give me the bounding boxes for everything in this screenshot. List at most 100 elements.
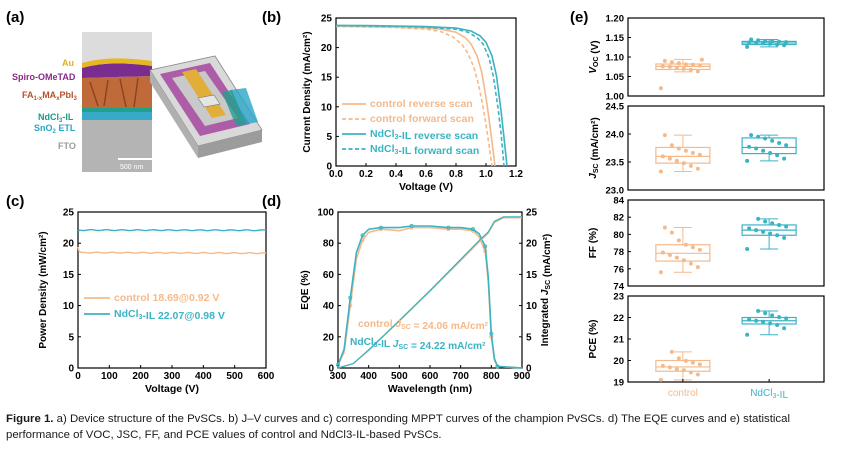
x-tick-label: 900 (514, 371, 531, 382)
x-tick-label: 0.4 (389, 169, 403, 180)
box-point (690, 151, 695, 156)
category-label: control (668, 388, 698, 399)
x-tick-label: 300 (330, 371, 347, 382)
y-right-tick-label: 15 (526, 270, 538, 281)
y-tick-label: 1.00 (606, 92, 625, 103)
panel-label-a: (a) (6, 9, 24, 26)
box-point (754, 228, 759, 233)
x-tick-label: 400 (360, 371, 377, 382)
caption-figure-number: Figure 1. (6, 413, 54, 425)
y-tick-label: 25 (63, 208, 75, 219)
box-point (754, 318, 759, 323)
panel-label-c: (c) (6, 193, 24, 210)
statistics-chart: 1.00 1.05 1.10 1.15 1.20 VOC (V) 23.0 23.5 24.0 2… (588, 14, 825, 401)
y-tick-label: 0 (68, 364, 74, 375)
x-tick-label: 1.0 (479, 169, 493, 180)
eqe-point (470, 227, 475, 232)
box-point (756, 216, 761, 221)
box-point (681, 161, 686, 166)
plot-frame (335, 17, 517, 167)
layer-labels: Au Spiro-OMeTAD FA1-xMAxPbI3 NdCl3-IL Sn… (12, 58, 78, 151)
box-point (658, 270, 663, 275)
box-point (662, 58, 667, 63)
box-point (747, 144, 752, 149)
box-point (697, 362, 702, 367)
box-point (699, 57, 704, 62)
x-tick-label: 1.2 (509, 169, 523, 180)
y-tick-label: 23.5 (606, 158, 625, 169)
y-tick-label: 24.5 (606, 102, 625, 113)
box-point (761, 319, 766, 324)
y-axis-label: Power Density (mW/cm²) (38, 231, 49, 348)
y-tick-label: 5 (326, 132, 332, 143)
x-tick-label: 0.6 (419, 169, 433, 180)
box-point (782, 43, 787, 48)
layer-fto (82, 120, 152, 172)
y-axis-label: EQE (%) (300, 270, 311, 309)
eqe-point (378, 225, 383, 230)
y-tick-label: 20 (63, 239, 75, 250)
box-point (662, 225, 667, 230)
y-tick-label: 25 (321, 14, 333, 25)
box-point (782, 326, 787, 331)
y-tick-label: 40 (323, 301, 335, 312)
box-point (695, 166, 700, 171)
layer-ndcl3 (82, 108, 152, 112)
y-tick-label: 10 (321, 102, 333, 113)
box-point (784, 316, 789, 321)
box-point (756, 134, 761, 139)
layer-label-au: Au (62, 58, 74, 68)
y-right-tick-label: 0 (526, 364, 532, 375)
box-point (763, 136, 768, 141)
box-point (658, 377, 663, 382)
layer-label-ndcl3: NdCl3-IL (38, 112, 74, 124)
y-right-tick-label: 10 (526, 301, 538, 312)
box-point (782, 156, 787, 161)
layer-label-spiro: Spiro-OMeTAD (12, 72, 76, 82)
layer-label-fto: FTO (58, 141, 76, 151)
legend-label: NdCl3-IL reverse scan (370, 128, 478, 142)
box-point (676, 61, 681, 66)
box-point (688, 67, 693, 72)
box-point (674, 367, 679, 372)
box-point (784, 143, 789, 148)
y-tick-label: 80 (323, 239, 335, 250)
box-point (763, 219, 768, 224)
box-point (660, 250, 665, 255)
box-point (775, 323, 780, 328)
y-right-axis-label: Integrated JSC (mA/cm²) (540, 234, 553, 347)
y-right-tick-label: 5 (526, 332, 532, 343)
y-tick-label: 1.05 (606, 72, 625, 83)
mppt-series-0 (77, 246, 267, 255)
panel-label-b: (b) (262, 9, 281, 26)
x-tick-label: 600 (422, 371, 439, 382)
y-tick-label: 100 (317, 208, 334, 219)
eqe-series-3 (337, 216, 522, 369)
figure-caption: Figure 1. a) Device structure of the PvS… (6, 411, 838, 443)
box-point (756, 309, 761, 314)
plot-frame (627, 105, 825, 191)
box-point (683, 358, 688, 363)
y-tick-label: 76 (613, 264, 624, 275)
box-point (676, 238, 681, 243)
layer-perovskite (82, 76, 152, 108)
box-point (745, 247, 750, 252)
box-point (768, 321, 773, 326)
box-point (667, 253, 672, 258)
legend-label: NdCl3-IL 22.07@0.98 V (114, 308, 225, 322)
layer-label-perovskite: FA1-xMAxPbI3 (22, 90, 78, 102)
y-tick-label: 15 (321, 73, 333, 84)
box-point (697, 247, 702, 252)
box-point (669, 143, 674, 148)
box-point (660, 64, 665, 69)
box-point (775, 233, 780, 238)
y-tick-label: 82 (613, 213, 624, 224)
box-point (681, 368, 686, 373)
box-point (763, 39, 768, 44)
x-tick-label: 400 (195, 371, 212, 382)
plot-frame (627, 17, 825, 97)
box-point (683, 242, 688, 247)
box-point (747, 317, 752, 322)
y-tick-label: 20 (323, 332, 335, 343)
box-point (662, 133, 667, 138)
